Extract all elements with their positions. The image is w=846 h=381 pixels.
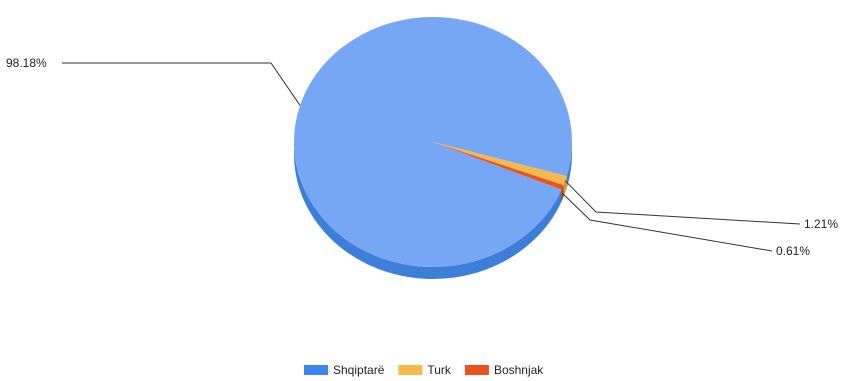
legend-swatch <box>304 365 328 375</box>
pie-slice-turk[interactable] <box>433 142 567 186</box>
legend-item-boshnjak[interactable]: Boshnjak <box>464 363 544 377</box>
pie-slice-shqiptarë[interactable] <box>293 17 572 268</box>
legend-item-turk[interactable]: Turk <box>398 363 452 377</box>
pie-slice-boshnjak[interactable] <box>433 142 564 190</box>
slice-label-shqiptarë: 98.18% <box>6 56 47 70</box>
pie-top <box>293 17 572 268</box>
legend-label: Turk <box>427 363 452 377</box>
legend-swatch <box>398 365 423 375</box>
slice-labels: 98.18% 1.21% 0.61% <box>6 56 838 258</box>
legend-item-shqiptarë[interactable]: Shqiptarë <box>304 363 385 377</box>
leader-line-boshnjak <box>562 193 773 252</box>
legend-label: Boshnjak <box>494 363 544 377</box>
legend: Shqiptarë Turk Boshnjak <box>304 363 544 377</box>
pie-side-boshnjak <box>561 185 564 202</box>
legend-swatch <box>464 365 489 375</box>
leader-lines <box>62 62 801 252</box>
leader-line-shqiptarë <box>62 62 301 106</box>
leader-line-turk <box>564 180 801 225</box>
legend-label: Shqiptarë <box>333 363 385 377</box>
slice-label-turk: 1.21% <box>804 217 838 231</box>
pie-side-shqiptarë <box>566 142 572 189</box>
slice-label-boshnjak: 0.61% <box>776 244 810 258</box>
